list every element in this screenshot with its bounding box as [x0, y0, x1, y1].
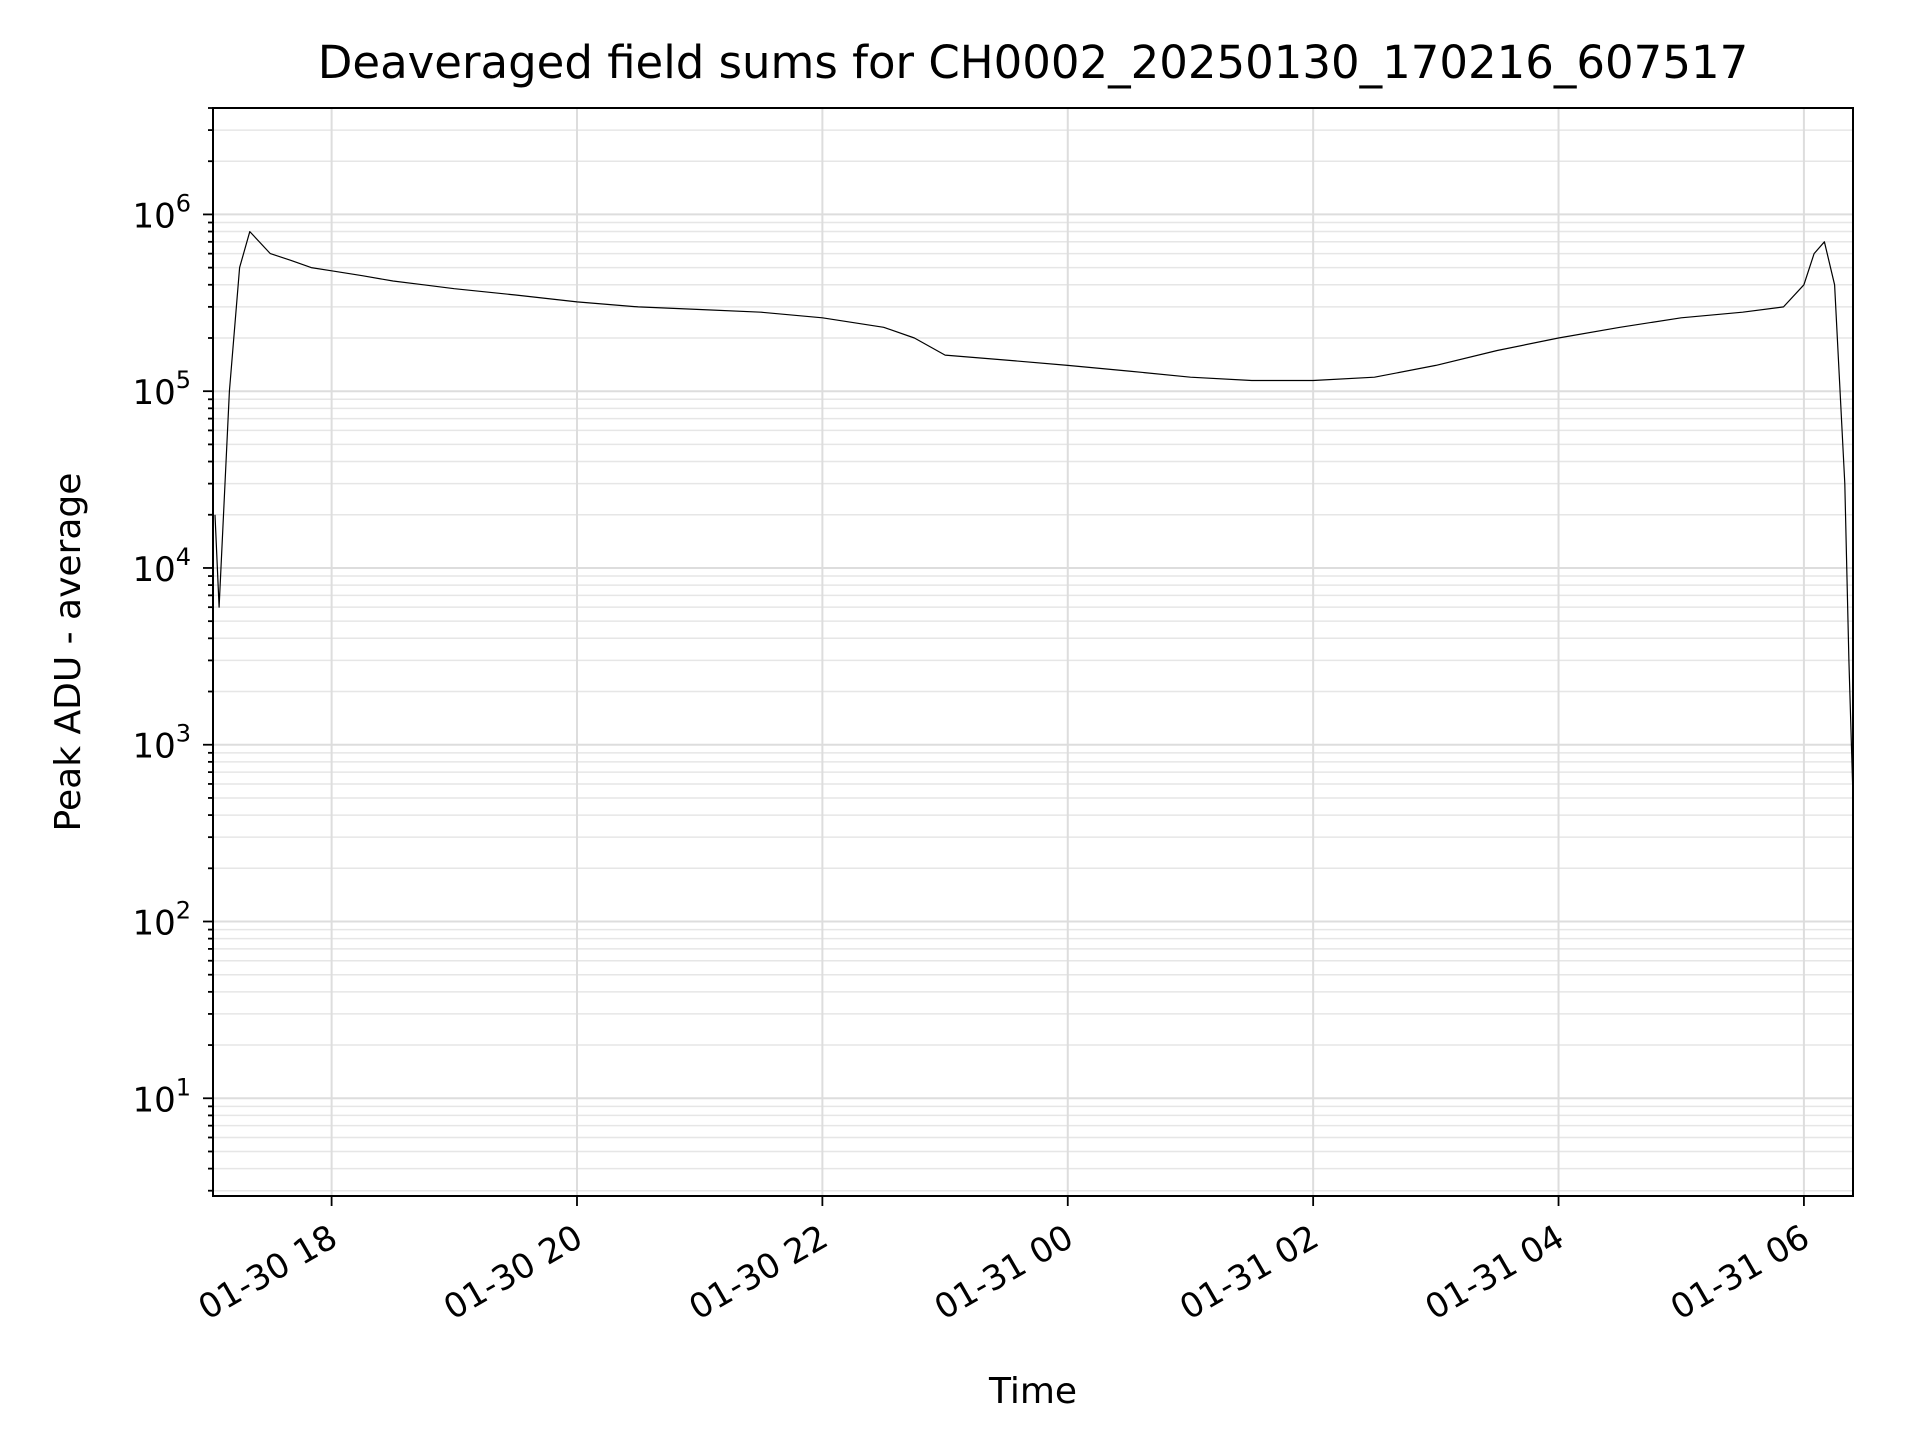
x-tick-label: 01-30 20 — [437, 1217, 589, 1328]
y-tick-label: 105 — [132, 366, 191, 413]
y-axis-label: Peak ADU - average — [48, 473, 89, 832]
x-tick-label: 01-31 04 — [1419, 1217, 1571, 1328]
series-layer — [214, 231, 1854, 798]
x-tick-label: 01-30 22 — [682, 1217, 834, 1328]
y-tick-label: 102 — [132, 897, 191, 944]
grid-lines — [213, 107, 1853, 1196]
y-tick-label: 103 — [132, 720, 191, 767]
series-line — [214, 231, 1854, 798]
y-tick-label: 101 — [132, 1073, 191, 1120]
y-tick-label: 106 — [132, 189, 191, 236]
x-tick-label: 01-30 18 — [192, 1217, 344, 1328]
x-axis-label: Time — [988, 1371, 1077, 1412]
x-tick-label: 01-31 00 — [928, 1217, 1080, 1328]
chart-title: Deaveraged field sums for CH0002_2025013… — [318, 36, 1748, 89]
plot-frame — [212, 107, 1854, 1197]
x-tick-label: 01-31 02 — [1173, 1217, 1325, 1328]
x-axis-ticks: 01-30 18 01-30 20 01-30 22 01-31 00 01-31 02… — [192, 1196, 1816, 1328]
y-tick-label: 104 — [132, 543, 191, 590]
x-tick-label: 01-31 06 — [1664, 1217, 1816, 1328]
y-axis-ticks: 101 102 103 104 105 106 — [132, 107, 213, 1192]
